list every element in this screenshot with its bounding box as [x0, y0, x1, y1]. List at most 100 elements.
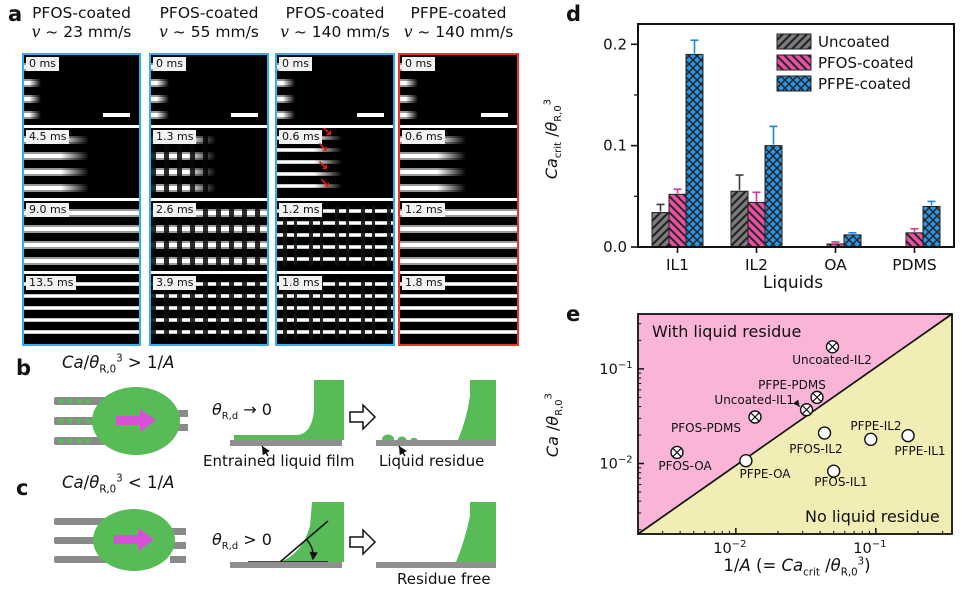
formula-sub: R,0 — [99, 364, 117, 376]
velocity-symbol: v — [280, 23, 289, 41]
column-coating-label: PFOS-coated — [159, 4, 259, 22]
panel-b-residue-schematic — [376, 380, 496, 457]
frame-timestamp: 0 ms — [153, 57, 186, 71]
axis-crit: crit — [803, 567, 820, 579]
axis-exp: 3 — [542, 99, 554, 106]
x-tick-label: 10−1 — [853, 539, 886, 557]
substrate — [376, 562, 496, 568]
column-speed-label: v ~ 23 mm/s — [31, 23, 132, 41]
video-frame: 0.6 ms ↘ ↘ ↘ ↘ — [277, 128, 393, 198]
bar-PFPE-coated-OA — [843, 234, 862, 248]
theta-tail: → 0 — [238, 400, 272, 419]
image-sequence-box: 0 ms 0.6 ms 1.2 ms 1.8 ms — [398, 53, 519, 346]
frame-timestamp: 0 ms — [402, 57, 435, 71]
panel-b-entrained-film-schematic — [230, 380, 344, 457]
legend-label: PFPE-coated — [818, 75, 911, 93]
substrate — [376, 440, 496, 446]
bar-PFOS-coated-IL1 — [668, 193, 687, 248]
bar-PFOS-coated-IL2 — [747, 201, 766, 248]
panel-b-drop-schematic — [54, 387, 188, 455]
point-label-PFPE-OA: PFPE-OA — [739, 467, 791, 481]
axis-row: R,0 — [553, 105, 565, 122]
x-tick-label: OA — [824, 256, 847, 274]
frame-timestamp: 9.0 ms — [26, 203, 70, 217]
formula-slash: / — [83, 473, 90, 492]
column-header: PFPE-coated v ~ 140 mm/s — [393, 4, 524, 42]
panel-c-criterion-formula: Ca/θR,03 < 1/A — [62, 473, 174, 495]
tube-stub — [170, 528, 186, 535]
frame-timestamp: 2.6 ms — [153, 203, 197, 217]
point-label-PFOS-OA: PFOS-OA — [658, 459, 712, 473]
column-coating-label: PFOS-coated — [32, 4, 131, 22]
panel-c-implies-arrow — [349, 528, 377, 556]
residue-pointer-arrow — [398, 445, 407, 457]
bar-PFOS-coated-PDMS — [905, 232, 924, 248]
video-frame: 3.9 ms — [151, 274, 267, 344]
tube-stub — [170, 542, 186, 549]
y-tick-label: 10−1 — [599, 360, 632, 378]
open-circle-marker-PFOS-IL2 — [817, 426, 832, 440]
formula-slash: / — [83, 353, 90, 372]
y-tick-label: 0.0 — [603, 238, 627, 256]
tangent-line — [279, 520, 329, 563]
with-residue-label: With liquid residue — [652, 322, 801, 341]
axis-crit: crit — [553, 142, 565, 159]
image-sequence-box: 0 ms 0.6 ms ↘ ↘ ↘ ↘ 1.2 ms 1.8 ms — [275, 53, 395, 346]
axis-theta: θ — [541, 121, 561, 132]
point-label-PFPE-IL1: PFPE-IL1 — [894, 444, 945, 458]
red-annotation-arrow: ↘ — [321, 128, 333, 140]
film-pointer-arrow — [261, 445, 270, 457]
formula-ca: Ca — [62, 473, 84, 492]
tube-stripes — [151, 60, 170, 120]
video-frame: 13.5 ms — [24, 274, 139, 344]
x-tick-label: IL1 — [666, 256, 689, 274]
image-sequence-box: 0 ms 4.5 ms 9.0 ms 13.5 ms — [22, 53, 141, 346]
panel-c-label: c — [16, 476, 29, 500]
entrained-film-label: Entrained liquid film — [203, 452, 355, 470]
velocity-symbol: v — [159, 23, 168, 41]
residue-free-label: Residue free — [397, 570, 491, 588]
open-circle-marker-PFOS-IL1 — [826, 464, 841, 478]
frame-timestamp: 1.2 ms — [402, 203, 446, 217]
velocity-arrow — [114, 528, 154, 551]
video-frame: 1.2 ms — [400, 201, 517, 271]
column-speed-label: v ~ 140 mm/s — [280, 23, 390, 41]
image-sequence-box: 0 ms 1.3 ms 2.6 ms 3.9 ms — [149, 53, 269, 346]
theta-sub: R,d — [221, 541, 239, 553]
scale-bar — [231, 113, 258, 117]
velocity-symbol: v — [31, 23, 41, 41]
label-leader-arrow — [792, 399, 801, 408]
column-header: PFOS-coated v ~ 23 mm/s — [17, 4, 146, 42]
velocity-arrow — [116, 409, 156, 432]
video-frame: 2.6 ms — [151, 201, 267, 271]
video-frame: 9.0 ms — [24, 201, 139, 271]
boundary-line — [637, 313, 953, 535]
tube-stub — [176, 424, 188, 431]
axis-slash: / — [542, 425, 562, 437]
tube-stripes — [277, 60, 296, 120]
video-frame: 0 ms — [151, 55, 267, 125]
liquid-residue-label: Liquid residue — [379, 452, 485, 470]
video-frame: 1.8 ms — [400, 274, 517, 344]
video-frame: 1.3 ms — [151, 128, 267, 198]
open-circle-marker-PFPE-OA — [739, 454, 753, 468]
formula-theta: θ — [89, 473, 100, 492]
column-header: PFOS-coated v ~ 140 mm/s — [270, 4, 400, 42]
exponent: −1 — [872, 539, 887, 550]
y-tick-label: 0.2 — [603, 35, 627, 53]
bar-Uncoated-IL2 — [730, 190, 749, 248]
x-tick-label: 10−2 — [713, 539, 746, 557]
point-label-Uncoated-IL1: Uncoated-IL1 — [714, 393, 794, 407]
scale-bar — [481, 113, 508, 117]
axis-slash: / — [819, 556, 831, 575]
legend-swatch-Uncoated — [776, 33, 812, 50]
panel-c-residue-free-schematic — [376, 502, 496, 568]
point-label-Uncoated-IL2: Uncoated-IL2 — [792, 353, 872, 367]
frame-timestamp: 1.3 ms — [153, 130, 197, 144]
point-label-PFPE-PDMS: PFPE-PDMS — [758, 378, 826, 392]
marker-cross — [827, 342, 838, 352]
exponent: −2 — [618, 455, 633, 466]
formula-sup: 3 — [116, 353, 123, 365]
panel-c-receding-angle-label: θR,d > 0 — [212, 530, 272, 552]
frame-timestamp: 3.9 ms — [153, 276, 197, 290]
